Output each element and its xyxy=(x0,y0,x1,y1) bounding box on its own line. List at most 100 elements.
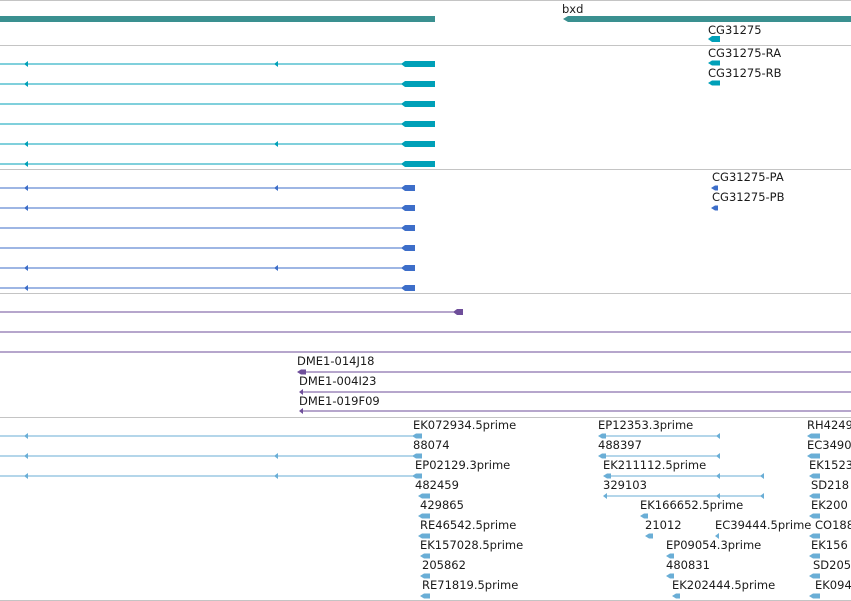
est-label[interactable]: EK202444.5prime xyxy=(672,578,776,592)
strand-arrow[interactable] xyxy=(760,493,764,499)
est-label[interactable]: EK1523 xyxy=(809,458,851,472)
est-label[interactable]: EK200 xyxy=(811,498,848,512)
strand-arrow[interactable] xyxy=(24,285,28,291)
exon-block[interactable] xyxy=(809,553,820,559)
strand-arrow[interactable] xyxy=(716,493,720,499)
est-label[interactable]: EP12353.3prime xyxy=(598,418,694,432)
exon-block[interactable] xyxy=(401,185,415,191)
exon-block[interactable] xyxy=(420,593,430,599)
gene-bar-left[interactable] xyxy=(0,16,435,22)
strand-arrow[interactable] xyxy=(24,161,28,167)
est-label[interactable]: RE46542.5prime xyxy=(420,518,517,532)
gene-bar-bxd[interactable] xyxy=(563,16,851,22)
est-label[interactable]: EP09054.3prime xyxy=(666,538,762,552)
exon-block[interactable] xyxy=(401,245,415,251)
exon-block[interactable] xyxy=(711,205,718,211)
exon-block[interactable] xyxy=(809,473,820,479)
gene-feature-cg31275[interactable] xyxy=(708,36,720,42)
gene-label-cg31275[interactable]: CG31275 xyxy=(708,23,762,37)
strand-arrow[interactable] xyxy=(24,453,28,459)
exon-block[interactable] xyxy=(598,433,606,439)
exon-block[interactable] xyxy=(401,81,435,87)
clone-label-019f09[interactable]: DME1-019F09 xyxy=(299,394,380,408)
exon-block[interactable] xyxy=(666,573,674,579)
exon-block[interactable] xyxy=(809,513,820,519)
strand-arrow[interactable] xyxy=(24,185,28,191)
exon-block[interactable] xyxy=(809,573,820,579)
exon-block[interactable] xyxy=(412,473,422,479)
est-label[interactable]: 480831 xyxy=(666,558,710,572)
exon-block[interactable] xyxy=(401,265,415,271)
exon-block[interactable] xyxy=(453,309,463,315)
est-label[interactable]: SD205 xyxy=(813,558,851,572)
strand-arrow[interactable] xyxy=(760,473,764,479)
strand-arrow[interactable] xyxy=(716,433,720,439)
est-label[interactable]: RH4249 xyxy=(807,418,851,432)
protein-label-pb[interactable]: CG31275-PB xyxy=(712,190,785,204)
est-label[interactable]: 429865 xyxy=(420,498,464,512)
est-label[interactable]: 205862 xyxy=(422,558,466,572)
strand-arrow[interactable] xyxy=(24,265,28,271)
strand-arrow[interactable] xyxy=(299,408,303,414)
est-label[interactable]: SD218 xyxy=(811,478,850,492)
est-label[interactable]: EK166652.5prime xyxy=(640,498,744,512)
strand-arrow[interactable] xyxy=(299,389,303,395)
strand-arrow[interactable] xyxy=(274,141,278,147)
strand-arrow[interactable] xyxy=(274,265,278,271)
est-label[interactable]: 21012 xyxy=(645,518,682,532)
strand-arrow[interactable] xyxy=(24,473,28,479)
exon-block[interactable] xyxy=(809,493,820,499)
exon-block[interactable] xyxy=(401,285,415,291)
transcript-label-rb[interactable]: CG31275-RB xyxy=(708,66,782,80)
est-label[interactable]: 488397 xyxy=(598,438,642,452)
est-label[interactable]: EC3490 xyxy=(807,438,851,452)
exon-block[interactable] xyxy=(708,60,720,66)
exon-block[interactable] xyxy=(708,80,720,86)
clone-label-004i23[interactable]: DME1-004I23 xyxy=(299,374,377,388)
strand-arrow[interactable] xyxy=(24,141,28,147)
exon-block[interactable] xyxy=(401,121,435,127)
exon-block[interactable] xyxy=(640,513,648,519)
strand-arrow[interactable] xyxy=(716,473,720,479)
exon-block[interactable] xyxy=(807,453,820,459)
strand-arrow[interactable] xyxy=(274,185,278,191)
est-label[interactable]: EC39444.5prime xyxy=(715,518,812,532)
exon-block[interactable] xyxy=(666,553,674,559)
exon-block[interactable] xyxy=(418,493,430,499)
est-label[interactable]: EK094 xyxy=(815,578,851,592)
exon-block[interactable] xyxy=(297,369,306,375)
strand-arrow[interactable] xyxy=(715,533,719,539)
strand-arrow[interactable] xyxy=(274,61,278,67)
exon-block[interactable] xyxy=(711,185,718,191)
exon-block[interactable] xyxy=(809,593,820,599)
exon-block[interactable] xyxy=(412,453,422,459)
exon-block[interactable] xyxy=(672,593,680,599)
est-label[interactable]: 329103 xyxy=(603,478,647,492)
est-label[interactable]: EK157028.5prime xyxy=(420,538,524,552)
exon-block[interactable] xyxy=(420,573,430,579)
est-label[interactable]: EK156 xyxy=(811,538,848,552)
est-label[interactable]: CO188 xyxy=(815,518,851,532)
strand-arrow[interactable] xyxy=(24,81,28,87)
strand-arrow[interactable] xyxy=(24,205,28,211)
strand-arrow[interactable] xyxy=(24,433,28,439)
exon-block[interactable] xyxy=(645,533,653,539)
exon-block[interactable] xyxy=(412,433,422,439)
transcript-label-ra[interactable]: CG31275-RA xyxy=(708,46,782,60)
exon-block[interactable] xyxy=(809,533,820,539)
gene-label-bxd[interactable]: bxd xyxy=(562,2,584,16)
exon-block[interactable] xyxy=(598,453,606,459)
est-label[interactable]: 88074 xyxy=(413,438,450,452)
exon-block[interactable] xyxy=(420,553,430,559)
exon-block[interactable] xyxy=(401,225,415,231)
exon-block[interactable] xyxy=(401,161,435,167)
exon-block[interactable] xyxy=(603,473,611,479)
exon-block[interactable] xyxy=(401,101,435,107)
exon-block[interactable] xyxy=(401,141,435,147)
strand-arrow[interactable] xyxy=(274,453,278,459)
exon-block[interactable] xyxy=(401,61,435,67)
strand-arrow[interactable] xyxy=(603,493,607,499)
exon-block[interactable] xyxy=(418,533,430,539)
protein-label-pa[interactable]: CG31275-PA xyxy=(712,170,784,184)
est-label[interactable]: EP02129.3prime xyxy=(415,458,511,472)
